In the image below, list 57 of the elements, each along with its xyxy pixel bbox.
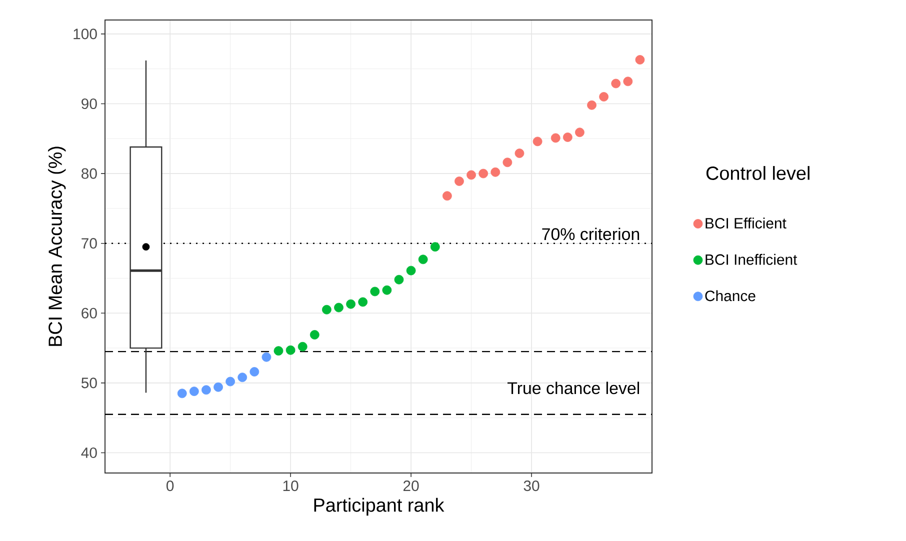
point bbox=[514, 148, 524, 158]
y-tick-label: 80 bbox=[82, 168, 97, 179]
point bbox=[202, 385, 211, 395]
point bbox=[298, 342, 308, 352]
x-axis-title: Participant rank bbox=[314, 498, 444, 516]
point bbox=[587, 100, 596, 110]
x-tick-label: 20 bbox=[403, 480, 419, 492]
y-tick-label: 90 bbox=[82, 98, 97, 110]
point bbox=[575, 128, 584, 138]
point bbox=[238, 372, 248, 382]
point bbox=[177, 388, 187, 398]
x-tick-label: 10 bbox=[283, 480, 298, 492]
y-tick-label: 50 bbox=[81, 378, 97, 388]
point bbox=[623, 76, 633, 86]
y-axis-title: BCI Mean Accuracy (%) bbox=[48, 146, 66, 346]
legend-title: Control level bbox=[706, 166, 810, 180]
point bbox=[418, 254, 428, 264]
point bbox=[635, 55, 645, 64]
ref-line-label: True chance level bbox=[507, 382, 640, 394]
point bbox=[322, 304, 332, 314]
y-tick-label: 100 bbox=[74, 28, 97, 40]
point bbox=[490, 167, 500, 177]
point bbox=[346, 299, 356, 309]
point bbox=[250, 367, 260, 376]
legend-label: BCI Efficient bbox=[706, 218, 786, 229]
point bbox=[310, 330, 320, 340]
point bbox=[562, 132, 572, 142]
point bbox=[406, 266, 416, 276]
y-tick-label: 70 bbox=[82, 238, 97, 249]
point bbox=[334, 302, 344, 312]
point bbox=[262, 352, 272, 362]
point bbox=[454, 176, 464, 186]
point bbox=[442, 191, 452, 201]
point bbox=[286, 345, 296, 355]
point bbox=[430, 242, 440, 252]
ref-line-label: 70% criterion bbox=[542, 228, 640, 240]
point bbox=[226, 376, 236, 386]
point bbox=[189, 386, 199, 396]
point bbox=[532, 136, 542, 146]
point bbox=[550, 133, 560, 143]
point bbox=[214, 382, 223, 392]
legend-label: Chance bbox=[705, 290, 756, 302]
point bbox=[478, 168, 488, 178]
point bbox=[274, 346, 284, 356]
point bbox=[466, 170, 476, 180]
legend-label: BCI Inefficient bbox=[706, 254, 798, 265]
point bbox=[599, 92, 609, 102]
point bbox=[502, 158, 512, 168]
point bbox=[358, 297, 368, 307]
point bbox=[370, 286, 380, 296]
point bbox=[394, 274, 404, 284]
x-tick-label: 0 bbox=[166, 480, 174, 492]
y-tick-label: 60 bbox=[82, 308, 97, 318]
point bbox=[611, 78, 621, 88]
y-tick-label: 40 bbox=[81, 447, 97, 458]
point bbox=[382, 285, 392, 295]
x-tick-label: 30 bbox=[524, 480, 540, 492]
